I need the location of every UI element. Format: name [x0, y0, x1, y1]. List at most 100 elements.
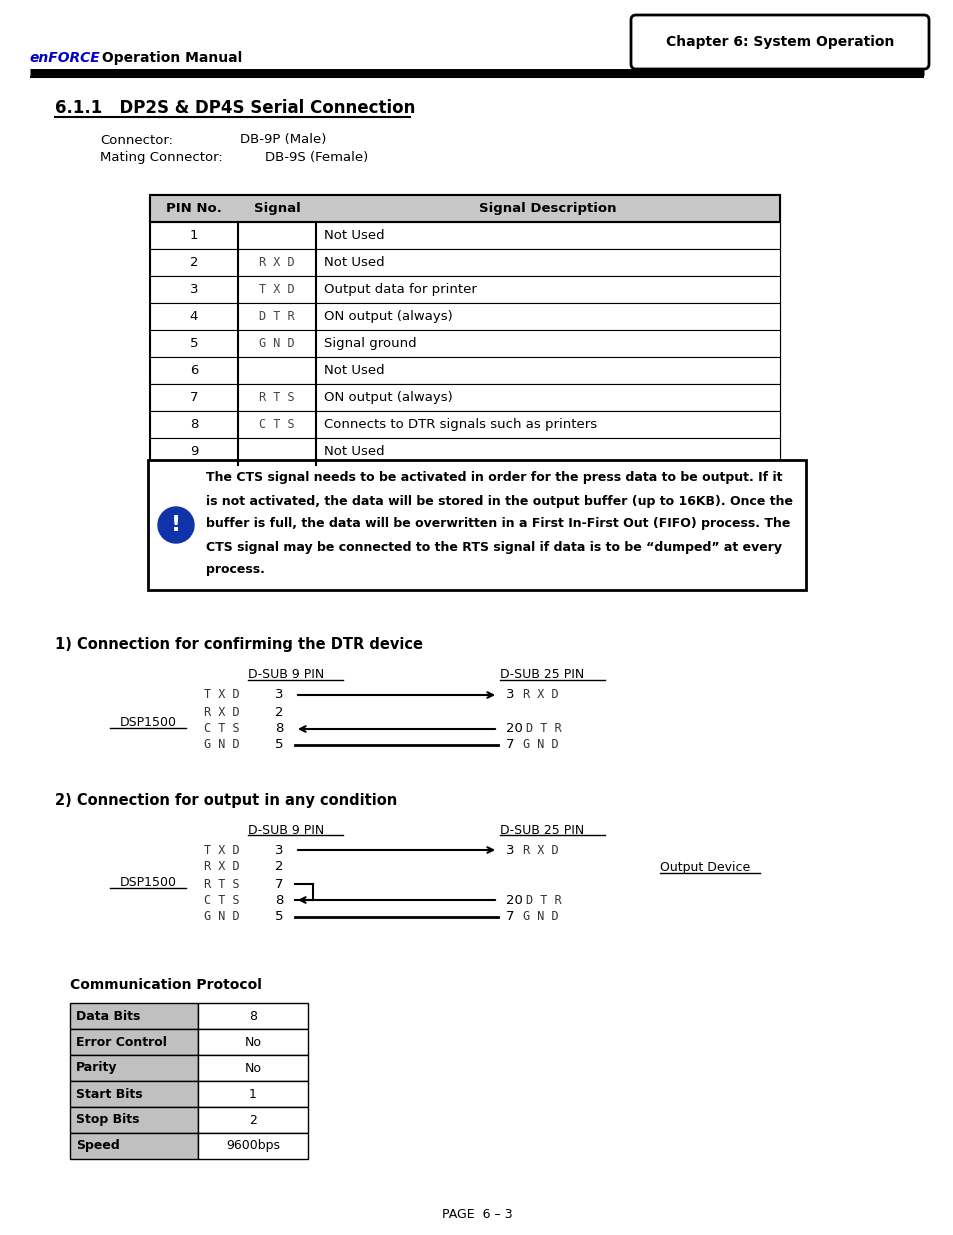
Text: 6: 6: [190, 364, 198, 377]
Text: Not Used: Not Used: [324, 364, 384, 377]
Text: 8: 8: [274, 893, 283, 906]
Bar: [148, 459, 805, 590]
Text: R X D: R X D: [204, 861, 240, 873]
Bar: [150, 195, 780, 466]
Text: R X D: R X D: [522, 688, 558, 701]
Text: Signal Description: Signal Description: [478, 203, 616, 215]
Text: G N D: G N D: [522, 739, 558, 752]
Text: 5: 5: [274, 739, 283, 752]
Text: D T R: D T R: [259, 310, 294, 324]
Bar: [150, 195, 780, 222]
Text: D-SUB 25 PIN: D-SUB 25 PIN: [499, 668, 583, 682]
Text: 9: 9: [190, 445, 198, 458]
Text: No: No: [244, 1062, 261, 1074]
Bar: [198, 1029, 308, 1055]
Bar: [150, 330, 780, 357]
Text: G N D: G N D: [522, 910, 558, 924]
Text: Connector:: Connector:: [100, 133, 172, 147]
Text: ON output (always): ON output (always): [324, 310, 453, 324]
Text: 20: 20: [505, 893, 522, 906]
Text: Speed: Speed: [76, 1140, 120, 1152]
Text: No: No: [244, 1035, 261, 1049]
Text: C T S: C T S: [204, 722, 240, 736]
Text: T X D: T X D: [204, 688, 240, 701]
Bar: [150, 195, 780, 222]
Bar: [150, 275, 780, 303]
Text: Stop Bits: Stop Bits: [76, 1114, 139, 1126]
Text: 8: 8: [274, 722, 283, 736]
Text: enFORCE: enFORCE: [30, 51, 101, 65]
Text: Output Device: Output Device: [659, 862, 749, 874]
Bar: [150, 384, 780, 411]
Bar: [150, 438, 780, 466]
Text: 1) Connection for confirming the DTR device: 1) Connection for confirming the DTR dev…: [55, 637, 422, 652]
Bar: [150, 222, 780, 249]
Text: 1: 1: [190, 228, 198, 242]
Text: 5: 5: [274, 910, 283, 924]
Bar: [70, 1132, 198, 1158]
Text: CTS signal may be connected to the RTS signal if data is to be “dumped” at every: CTS signal may be connected to the RTS s…: [206, 541, 781, 553]
Text: R T S: R T S: [259, 391, 294, 404]
Text: Not Used: Not Used: [324, 228, 384, 242]
Text: 7: 7: [274, 878, 283, 890]
Text: 7: 7: [190, 391, 198, 404]
Bar: [70, 1107, 198, 1132]
Text: Parity: Parity: [76, 1062, 117, 1074]
Bar: [198, 1003, 308, 1029]
Text: 3: 3: [274, 844, 283, 857]
Text: 2: 2: [274, 861, 283, 873]
Text: C T S: C T S: [259, 417, 294, 431]
Text: Communication Protocol: Communication Protocol: [70, 978, 262, 992]
Text: buffer is full, the data will be overwritten in a First In-First Out (FIFO) proc: buffer is full, the data will be overwri…: [206, 517, 789, 531]
Text: Chapter 6: System Operation: Chapter 6: System Operation: [665, 35, 893, 49]
Text: R T S: R T S: [204, 878, 240, 890]
Text: R X D: R X D: [522, 844, 558, 857]
Text: 2: 2: [249, 1114, 256, 1126]
Bar: [70, 1055, 198, 1081]
Circle shape: [158, 508, 193, 543]
Text: 3: 3: [274, 688, 283, 701]
Bar: [150, 357, 780, 384]
Text: R X D: R X D: [204, 705, 240, 719]
Text: 2: 2: [274, 705, 283, 719]
Text: DSP1500: DSP1500: [119, 716, 176, 730]
Text: 3: 3: [190, 283, 198, 296]
Bar: [70, 1003, 198, 1029]
Bar: [150, 411, 780, 438]
Text: Output data for printer: Output data for printer: [324, 283, 476, 296]
Text: 3: 3: [505, 844, 514, 857]
Text: D T R: D T R: [525, 893, 561, 906]
Text: DB-9P (Male): DB-9P (Male): [240, 133, 326, 147]
Text: ON output (always): ON output (always): [324, 391, 453, 404]
Text: G N D: G N D: [259, 337, 294, 350]
Text: Signal ground: Signal ground: [324, 337, 416, 350]
Text: DB-9S (Female): DB-9S (Female): [265, 152, 368, 164]
Bar: [150, 249, 780, 275]
Text: 6.1.1   DP2S & DP4S Serial Connection: 6.1.1 DP2S & DP4S Serial Connection: [55, 99, 415, 117]
FancyBboxPatch shape: [630, 15, 928, 69]
Text: D-SUB 9 PIN: D-SUB 9 PIN: [248, 668, 324, 682]
Text: Not Used: Not Used: [324, 445, 384, 458]
Bar: [150, 303, 780, 330]
Text: Mating Connector:: Mating Connector:: [100, 152, 222, 164]
Text: 8: 8: [190, 417, 198, 431]
Text: T X D: T X D: [259, 283, 294, 296]
Text: Data Bits: Data Bits: [76, 1009, 140, 1023]
Text: T X D: T X D: [204, 844, 240, 857]
Text: 1: 1: [249, 1088, 256, 1100]
Text: C T S: C T S: [204, 893, 240, 906]
Bar: [198, 1055, 308, 1081]
Bar: [198, 1081, 308, 1107]
Text: 7: 7: [505, 910, 514, 924]
Text: Connects to DTR signals such as printers: Connects to DTR signals such as printers: [324, 417, 597, 431]
Text: Operation Manual: Operation Manual: [97, 51, 242, 65]
Text: D-SUB 9 PIN: D-SUB 9 PIN: [248, 824, 324, 836]
Text: PAGE  6 – 3: PAGE 6 – 3: [441, 1209, 512, 1221]
Text: 5: 5: [190, 337, 198, 350]
Bar: [70, 1081, 198, 1107]
Text: G N D: G N D: [204, 739, 240, 752]
Bar: [198, 1132, 308, 1158]
Text: Error Control: Error Control: [76, 1035, 167, 1049]
Text: is not activated, the data will be stored in the output buffer (up to 16KB). Onc: is not activated, the data will be store…: [206, 494, 792, 508]
Text: 8: 8: [249, 1009, 256, 1023]
